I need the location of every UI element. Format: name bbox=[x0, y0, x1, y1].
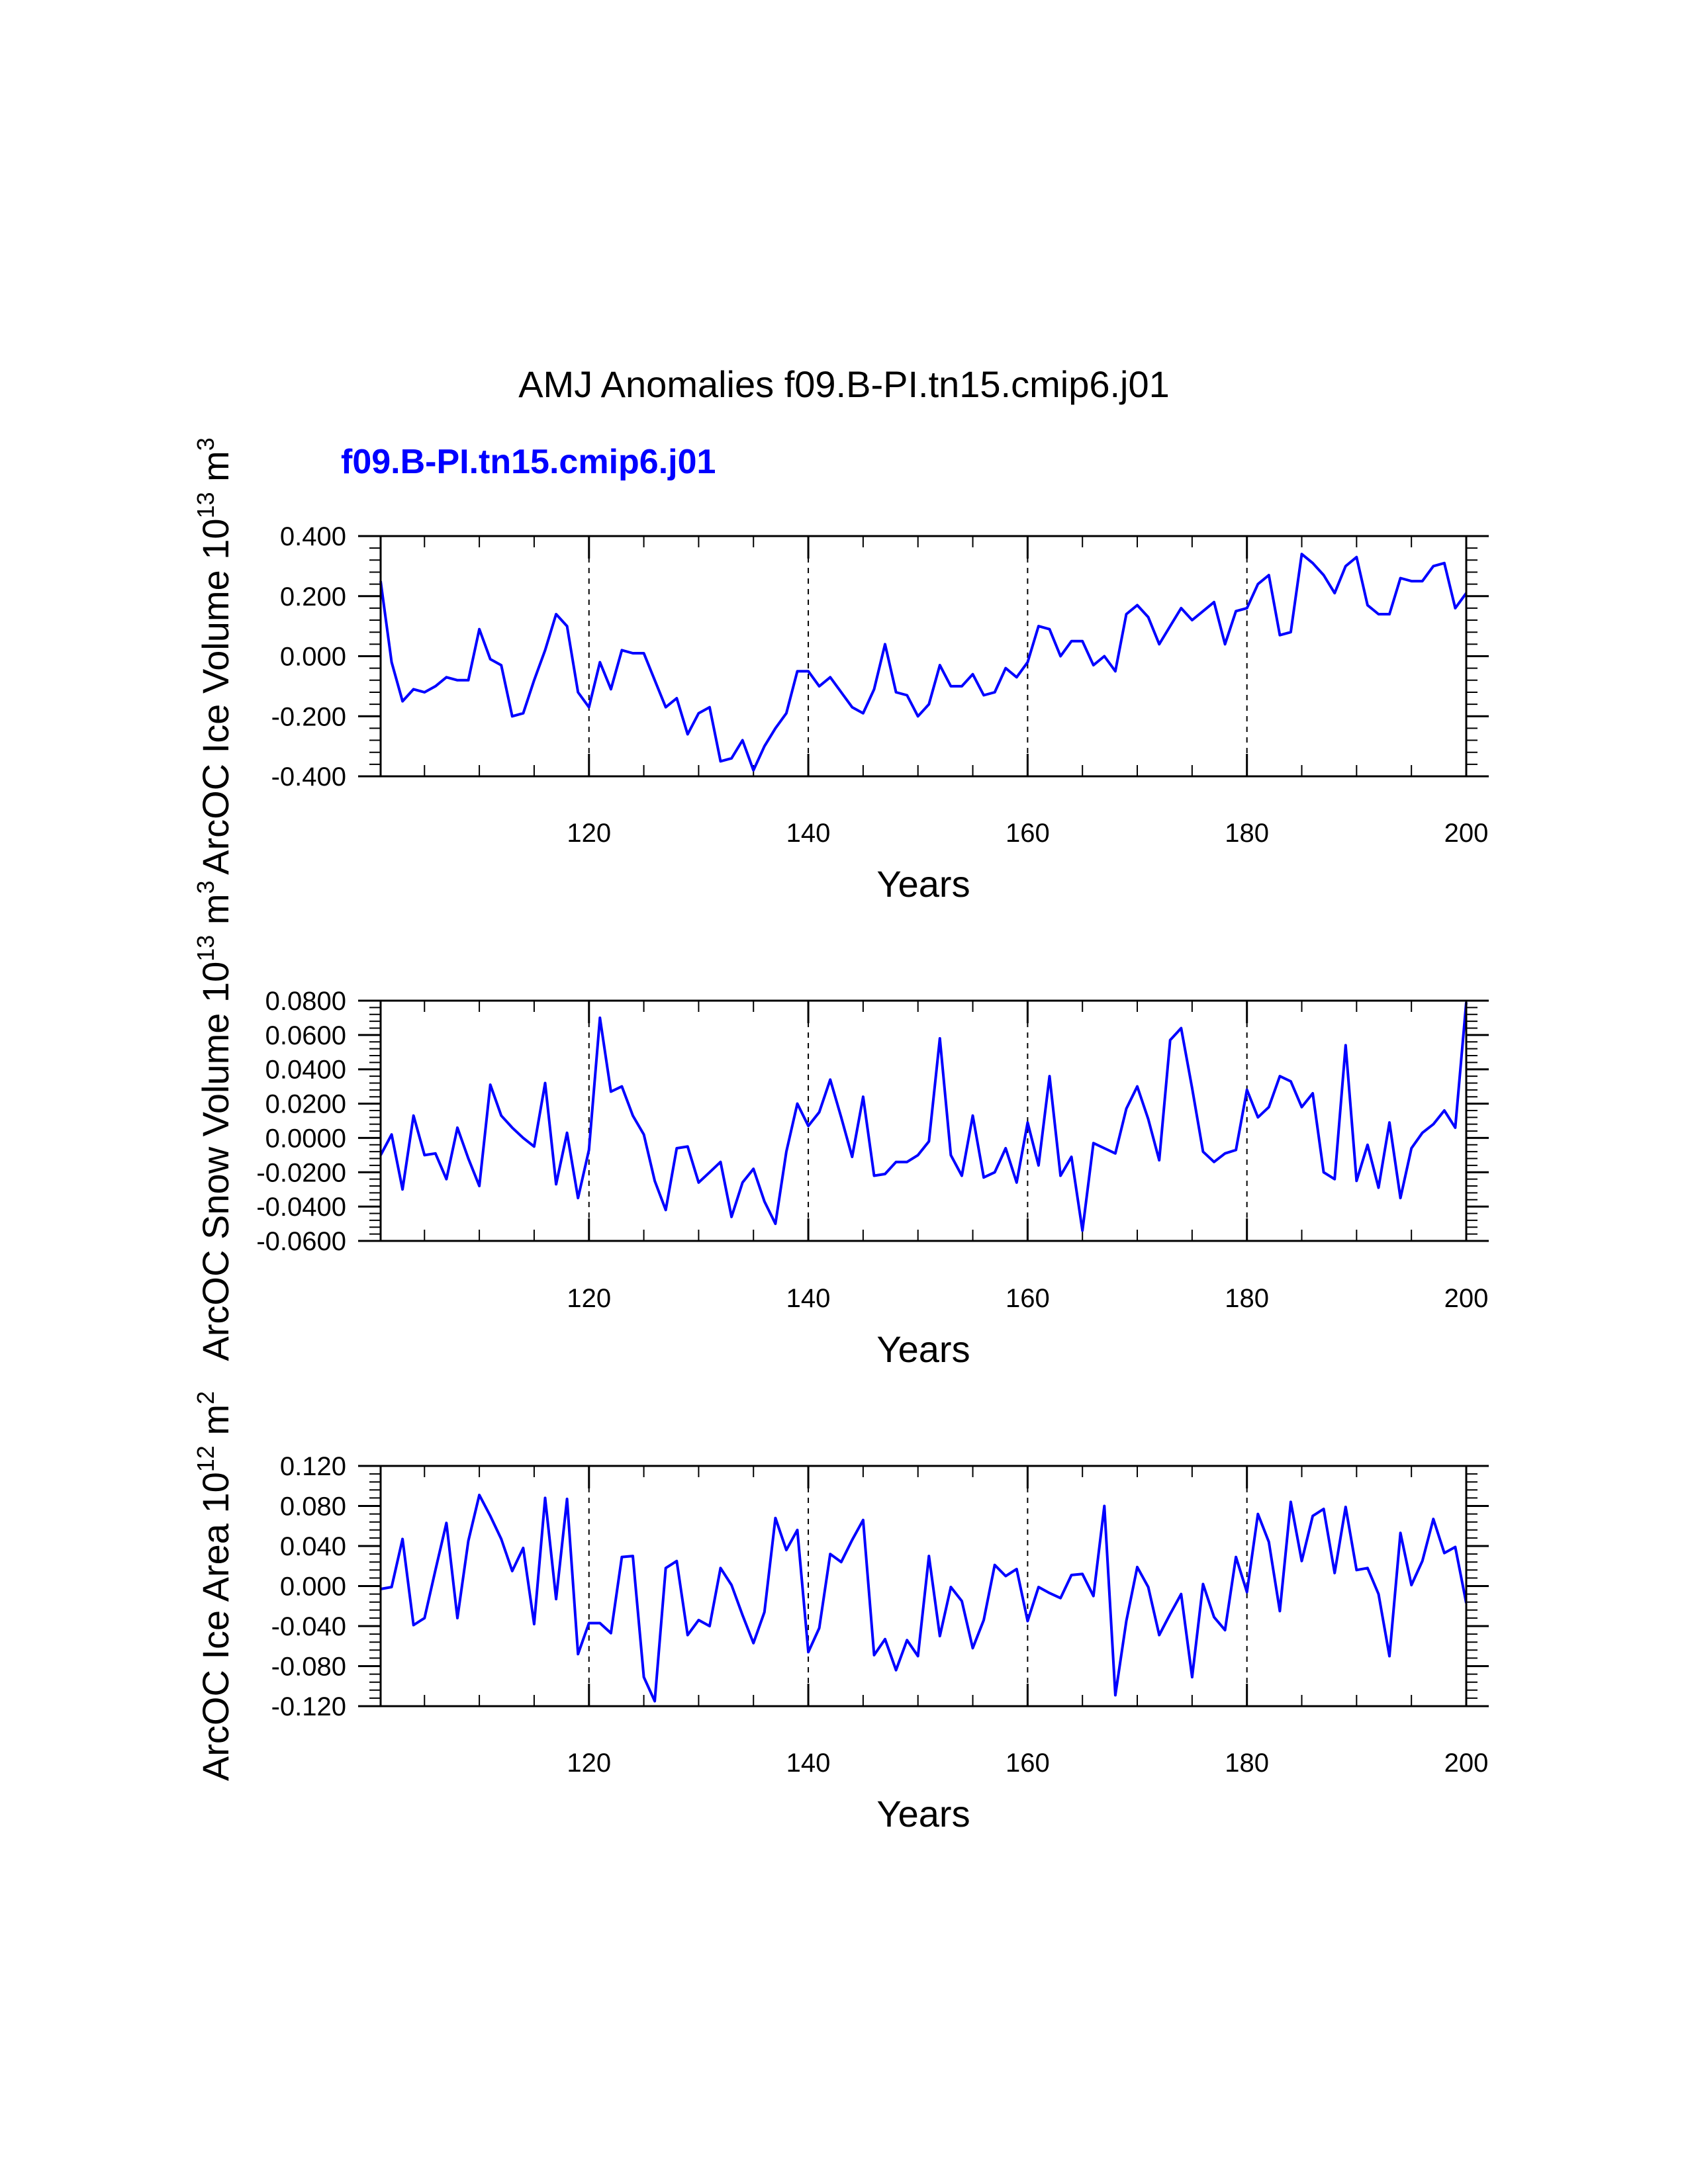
data-line-f09.B-PI.tn15.cmip6.j01 bbox=[379, 553, 1468, 772]
x-tick-label: 120 bbox=[567, 1749, 611, 1778]
y-tick-label: 0.000 bbox=[280, 643, 346, 672]
panel-1: 120 140 160 180 200 -0.400 -0.200 0.000 0.200 0.4… bbox=[192, 437, 1489, 905]
data-line-f09.B-PI.tn15.cmip6.j01 bbox=[380, 1493, 1468, 1703]
x-tick-label: 180 bbox=[1225, 1749, 1269, 1778]
plot-frame bbox=[379, 1465, 1468, 1707]
x-tick-label: 160 bbox=[1006, 1284, 1050, 1313]
y-tick-label: 0.0200 bbox=[265, 1090, 346, 1119]
y-tick-label: 0.000 bbox=[280, 1572, 346, 1602]
x-tick-label: 200 bbox=[1444, 819, 1489, 848]
x-tick-label: 180 bbox=[1225, 1284, 1269, 1313]
y-tick-label: -0.0400 bbox=[256, 1193, 346, 1222]
y-tick-label: -0.120 bbox=[271, 1692, 346, 1721]
x-tick-label: 120 bbox=[567, 819, 611, 848]
panel-3: 120 140 160 180 200 -0.120 -0.080 -0.040 0.000 0.… bbox=[192, 1391, 1489, 1835]
y-tick-label: 0.120 bbox=[280, 1452, 346, 1481]
y-tick-label: -0.200 bbox=[271, 702, 346, 731]
y-tick-label: 0.0600 bbox=[265, 1021, 346, 1050]
x-tick-label: 160 bbox=[1006, 819, 1050, 848]
y-tick-label: 0.080 bbox=[280, 1492, 346, 1522]
y-tick-label: -0.400 bbox=[271, 762, 346, 792]
x-tick-label: 140 bbox=[786, 819, 831, 848]
x-tick-label: 160 bbox=[1006, 1749, 1050, 1778]
panels: 120 140 160 180 200 -0.400 -0.200 0.000 0.200 0.4… bbox=[192, 437, 1489, 1835]
y-tick-label: -0.040 bbox=[271, 1612, 346, 1641]
x-axis-label: Years bbox=[876, 863, 970, 905]
x-tick-label: 180 bbox=[1225, 819, 1269, 848]
panel-2: 120 140 160 180 200 -0.0600 -0.0400 -0.0200 0.00… bbox=[192, 880, 1489, 1370]
data-line-f09.B-PI.tn15.cmip6.j01 bbox=[379, 1002, 1468, 1232]
plot-frame bbox=[379, 535, 1468, 778]
y-tick-label: 0.0400 bbox=[265, 1056, 346, 1085]
y-axis-label: ArcOC Ice Area 1012 m2 bbox=[192, 1391, 236, 1781]
x-tick-label: 140 bbox=[786, 1749, 831, 1778]
x-tick-label: 140 bbox=[786, 1284, 831, 1313]
y-tick-label: 0.200 bbox=[280, 582, 346, 612]
x-tick-label: 200 bbox=[1444, 1749, 1489, 1778]
y-tick-label: 0.0000 bbox=[265, 1124, 346, 1153]
y-tick-label: -0.080 bbox=[271, 1653, 346, 1682]
x-axis-label: Years bbox=[876, 1328, 970, 1370]
plot-frame bbox=[379, 999, 1468, 1242]
y-tick-label: -0.0200 bbox=[256, 1158, 346, 1187]
y-tick-label: 0.0800 bbox=[265, 987, 346, 1016]
y-axis-label: ArcOC Snow Volume 1013 m3 bbox=[192, 880, 236, 1361]
x-tick-label: 120 bbox=[567, 1284, 611, 1313]
y-tick-label: -0.0600 bbox=[256, 1227, 346, 1256]
y-tick-label: 0.400 bbox=[280, 522, 346, 551]
case-label: f09.B-PI.tn15.cmip6.j01 bbox=[341, 443, 716, 481]
figure-title: AMJ Anomalies f09.B-PI.tn15.cmip6.j01 bbox=[518, 363, 1170, 405]
y-tick-label: 0.040 bbox=[280, 1532, 346, 1561]
x-tick-label: 200 bbox=[1444, 1284, 1489, 1313]
x-axis-label: Years bbox=[876, 1793, 970, 1835]
y-axis-label: ArcOC Ice Volume 1013 m3 bbox=[192, 437, 236, 875]
